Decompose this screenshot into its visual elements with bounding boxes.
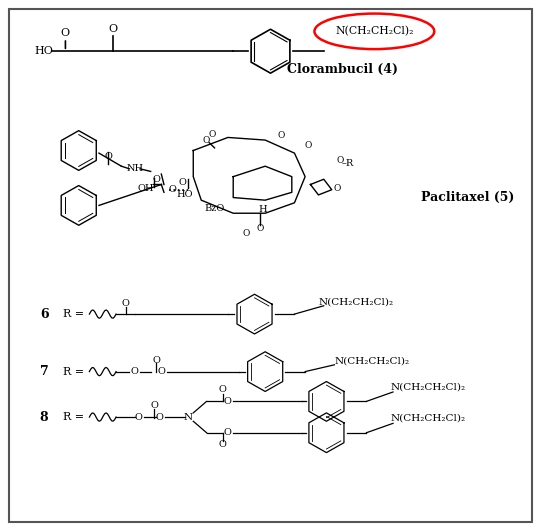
Text: N(CH₂CH₂Cl)₂: N(CH₂CH₂Cl)₂ — [335, 26, 414, 37]
Text: O: O — [156, 413, 163, 422]
Text: R =: R = — [63, 412, 84, 422]
Text: O: O — [256, 225, 263, 234]
Text: BzO: BzO — [204, 203, 224, 212]
Text: N(CH₂CH₂Cl)₂: N(CH₂CH₂Cl)₂ — [390, 382, 465, 391]
Text: O: O — [122, 299, 129, 308]
Text: O: O — [168, 185, 176, 194]
Text: H: H — [258, 204, 267, 213]
Text: O: O — [243, 228, 250, 237]
Text: O: O — [135, 413, 142, 422]
Text: O: O — [157, 367, 165, 376]
Text: OH: OH — [137, 184, 154, 193]
Text: O: O — [179, 178, 187, 187]
Text: –R: –R — [341, 159, 354, 168]
Text: Paclitaxel (5): Paclitaxel (5) — [421, 191, 514, 204]
Text: HO: HO — [35, 46, 54, 56]
Text: O: O — [224, 429, 232, 437]
Text: O: O — [203, 135, 210, 144]
Text: O: O — [208, 130, 216, 139]
Text: N(CH₂CH₂Cl)₂: N(CH₂CH₂Cl)₂ — [318, 297, 393, 306]
Text: O: O — [333, 184, 341, 193]
Text: R =: R = — [63, 309, 84, 319]
Text: O: O — [152, 356, 160, 365]
Text: R =: R = — [63, 366, 84, 376]
Text: N(CH₂CH₂Cl)₂: N(CH₂CH₂Cl)₂ — [390, 414, 465, 423]
Text: O: O — [278, 131, 285, 140]
Text: 6: 6 — [40, 307, 49, 321]
Text: Clorambucil (4): Clorambucil (4) — [287, 63, 398, 76]
Text: O: O — [109, 24, 118, 35]
Text: O: O — [304, 141, 312, 150]
Text: NH: NH — [126, 164, 143, 173]
Text: N: N — [183, 413, 193, 422]
Text: O: O — [61, 28, 70, 38]
Text: 7: 7 — [39, 365, 49, 378]
Text: O: O — [219, 440, 227, 449]
Text: O: O — [224, 397, 232, 406]
Text: O: O — [152, 175, 160, 184]
Text: 8: 8 — [40, 410, 49, 424]
Text: O: O — [131, 367, 138, 376]
Text: O: O — [219, 386, 227, 395]
Text: N(CH₂CH₂Cl)₂: N(CH₂CH₂Cl)₂ — [334, 357, 410, 366]
Text: O: O — [104, 152, 112, 161]
Text: O: O — [150, 401, 159, 410]
Text: O: O — [336, 157, 344, 166]
Text: HO: HO — [177, 191, 193, 200]
